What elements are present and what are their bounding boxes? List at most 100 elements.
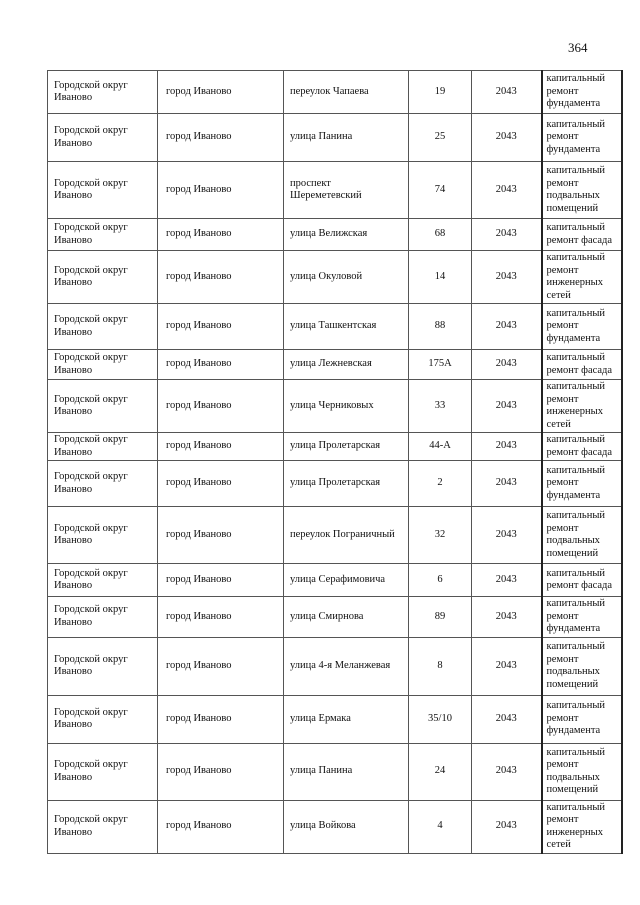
cell-district: Городской округ Иваново [47,596,158,638]
cell-city: город Иваново [157,596,284,638]
table-row: Городской округ Иваново город Иваново улиц… [47,694,623,744]
table-row: Городской округ Иваново город Иваново улиц… [47,563,623,597]
cell-district: Городской округ Иваново [47,460,158,507]
cell-district: Городской округ Иваново [47,70,158,114]
cell-district: Городской округ Иваново [47,303,158,350]
cell-work: капитальный ремонт инженерных сетей [540,379,623,433]
cell-street: улица Панина [283,113,409,162]
cell-district: Городской округ Иваново [47,250,158,304]
cell-city: город Иваново [157,506,284,564]
cell-street: улица Ташкентская [283,303,409,350]
cell-district: Городской округ Иваново [47,432,158,461]
cell-district: Городской округ Иваново [47,636,158,696]
cell-district: Городской округ Иваново [47,161,158,219]
cell-city: город Иваново [157,250,284,304]
cell-house: 175А [408,349,472,380]
cell-district: Городской округ Иваново [47,379,158,433]
cell-city: город Иваново [157,379,284,433]
cell-district: Городской округ Иваново [47,349,158,380]
cell-year: 2043 [471,460,542,507]
cell-street: улица Серафимовича [283,563,409,597]
cell-street: улица Велижская [283,218,409,251]
housing-repair-table: Городской округ Иваново город Иваново пере… [47,70,623,854]
cell-work: капитальный ремонт подвальных помещений [540,161,623,219]
table-row: Городской округ Иваново город Иваново улиц… [47,432,623,461]
cell-city: город Иваново [157,432,284,461]
cell-district: Городской округ Иваново [47,218,158,251]
cell-house: 74 [408,161,472,219]
table-row: Городской округ Иваново город Иваново прос… [47,161,623,219]
cell-year: 2043 [471,694,542,744]
cell-city: город Иваново [157,218,284,251]
cell-house: 33 [408,379,472,433]
cell-city: город Иваново [157,161,284,219]
cell-year: 2043 [471,799,542,854]
cell-year: 2043 [471,506,542,564]
table-row: Городской округ Иваново город Иваново улиц… [47,349,623,380]
cell-house: 24 [408,742,472,801]
cell-street: улица Окуловой [283,250,409,304]
cell-street: переулок Пограничный [283,506,409,564]
cell-city: город Иваново [157,113,284,162]
cell-street: улица Лежневская [283,349,409,380]
cell-work: капитальный ремонт инженерных сетей [540,250,623,304]
cell-house: 14 [408,250,472,304]
cell-city: город Иваново [157,303,284,350]
cell-work: капитальный ремонт фасада [540,349,623,380]
cell-city: город Иваново [157,70,284,114]
table-row: Городской округ Иваново город Иваново улиц… [47,113,623,162]
cell-house: 2 [408,460,472,507]
cell-house: 88 [408,303,472,350]
cell-year: 2043 [471,596,542,638]
page-number: 364 [568,40,588,55]
cell-work: капитальный ремонт фундамента [540,460,623,507]
cell-year: 2043 [471,432,542,461]
table-row: Городской округ Иваново город Иваново улиц… [47,218,623,251]
cell-city: город Иваново [157,460,284,507]
cell-year: 2043 [471,303,542,350]
cell-year: 2043 [471,563,542,597]
cell-street: улица 4-я Меланжевая [283,636,409,696]
table-row: Городской округ Иваново город Иваново улиц… [47,636,623,696]
cell-house: 25 [408,113,472,162]
cell-city: город Иваново [157,694,284,744]
cell-year: 2043 [471,349,542,380]
cell-year: 2043 [471,742,542,801]
cell-house: 6 [408,563,472,597]
cell-district: Городской округ Иваново [47,742,158,801]
cell-district: Городской округ Иваново [47,563,158,597]
cell-work: капитальный ремонт подвальных помещений [540,506,623,564]
cell-year: 2043 [471,636,542,696]
cell-street: улица Войкова [283,799,409,854]
cell-work: капитальный ремонт фундамента [540,113,623,162]
cell-work: капитальный ремонт фундамента [540,694,623,744]
cell-street: улица Ермака [283,694,409,744]
table-row: Городской округ Иваново город Иваново улиц… [47,799,623,854]
table-row: Городской округ Иваново город Иваново улиц… [47,460,623,507]
cell-year: 2043 [471,250,542,304]
cell-street: улица Панина [283,742,409,801]
table-row: Городской округ Иваново город Иваново улиц… [47,250,623,304]
cell-work: капитальный ремонт подвальных помещений [540,636,623,696]
cell-city: город Иваново [157,636,284,696]
cell-house: 19 [408,70,472,114]
cell-district: Городской округ Иваново [47,113,158,162]
cell-city: город Иваново [157,563,284,597]
cell-year: 2043 [471,113,542,162]
cell-house: 68 [408,218,472,251]
cell-work: капитальный ремонт подвальных помещений [540,742,623,801]
cell-work: капитальный ремонт фундамента [540,70,623,114]
cell-house: 32 [408,506,472,564]
cell-house: 4 [408,799,472,854]
table-row: Городской округ Иваново город Иваново улиц… [47,303,623,350]
cell-street: улица Пролетарская [283,432,409,461]
cell-district: Городской округ Иваново [47,799,158,854]
cell-year: 2043 [471,70,542,114]
cell-district: Городской округ Иваново [47,506,158,564]
cell-street: переулок Чапаева [283,70,409,114]
cell-house: 35/10 [408,694,472,744]
cell-house: 8 [408,636,472,696]
cell-street: проспект Шереметевский [283,161,409,219]
cell-city: город Иваново [157,742,284,801]
table-row: Городской округ Иваново город Иваново улиц… [47,596,623,638]
